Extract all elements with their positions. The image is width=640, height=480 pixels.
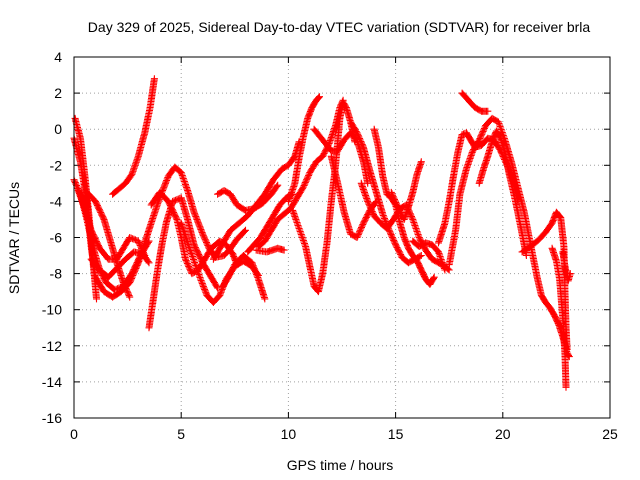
- chart-title: Day 329 of 2025, Sidereal Day-to-day VTE…: [88, 19, 591, 35]
- y-tick-label: -16: [42, 410, 62, 426]
- y-tick-label: -12: [42, 338, 62, 354]
- y-tick-label: -8: [50, 266, 63, 282]
- x-tick-label: 10: [281, 426, 297, 442]
- x-axis-label: GPS time / hours: [287, 457, 394, 473]
- satellite-track-14: [244, 190, 297, 256]
- satellite-track-24: [387, 158, 425, 223]
- satellite-track-27: [458, 89, 492, 115]
- satellite-track-20: [327, 152, 380, 241]
- data-markers: [475, 127, 530, 259]
- satellite-track-16: [284, 93, 323, 205]
- data-markers: [327, 152, 380, 241]
- y-tick-label: 4: [54, 49, 62, 65]
- data-markers: [244, 190, 297, 256]
- data-markers: [109, 75, 158, 198]
- y-tick-label: -10: [42, 302, 62, 318]
- data-markers: [548, 244, 570, 391]
- data-markers: [214, 181, 282, 214]
- satellite-track-25: [409, 237, 449, 274]
- data-markers: [147, 188, 241, 278]
- data-markers: [458, 89, 492, 115]
- x-tick-label: 25: [602, 426, 618, 442]
- satellite-track-7: [109, 75, 158, 198]
- data-markers: [145, 194, 222, 332]
- data-markers: [284, 93, 323, 205]
- data-markers: [445, 114, 573, 361]
- data-markers: [87, 248, 153, 281]
- y-tick-label: 2: [54, 85, 62, 101]
- x-tick-label: 15: [388, 426, 404, 442]
- data-markers: [83, 188, 134, 301]
- data-markers: [252, 244, 288, 256]
- y-tick-label: -4: [50, 193, 63, 209]
- x-tick-label: 0: [70, 426, 78, 442]
- data-markers: [74, 187, 149, 263]
- y-axis-label: SDTVAR / TECUs: [6, 182, 22, 294]
- satellite-track-13: [214, 181, 282, 214]
- y-tick-label: -6: [50, 230, 63, 246]
- data-markers: [218, 252, 269, 303]
- data-markers: [559, 248, 574, 285]
- satellite-track-29: [475, 127, 530, 259]
- satellite-track-5: [83, 188, 134, 301]
- data-markers: [409, 237, 449, 274]
- satellite-track-31: [548, 244, 570, 391]
- satellite-track-19: [310, 125, 372, 187]
- data-markers: [387, 158, 425, 223]
- x-tick-label: 5: [177, 426, 185, 442]
- satellite-track-4: [74, 187, 149, 263]
- satellite-track-8: [145, 194, 222, 332]
- satellite-track-17: [252, 244, 288, 256]
- plot-frame: [73, 56, 611, 419]
- x-tick-label: 20: [495, 426, 511, 442]
- data-series: [70, 75, 574, 391]
- data-markers: [310, 125, 372, 187]
- satellite-track-9: [147, 188, 241, 278]
- satellite-track-11: [218, 252, 269, 303]
- y-tick-label: 0: [54, 121, 62, 137]
- satellite-track-32: [559, 248, 574, 285]
- satellite-track-6: [87, 248, 153, 281]
- satellite-track-28: [445, 114, 573, 361]
- y-tick-label: -2: [50, 157, 63, 173]
- y-tick-label: -14: [42, 374, 62, 390]
